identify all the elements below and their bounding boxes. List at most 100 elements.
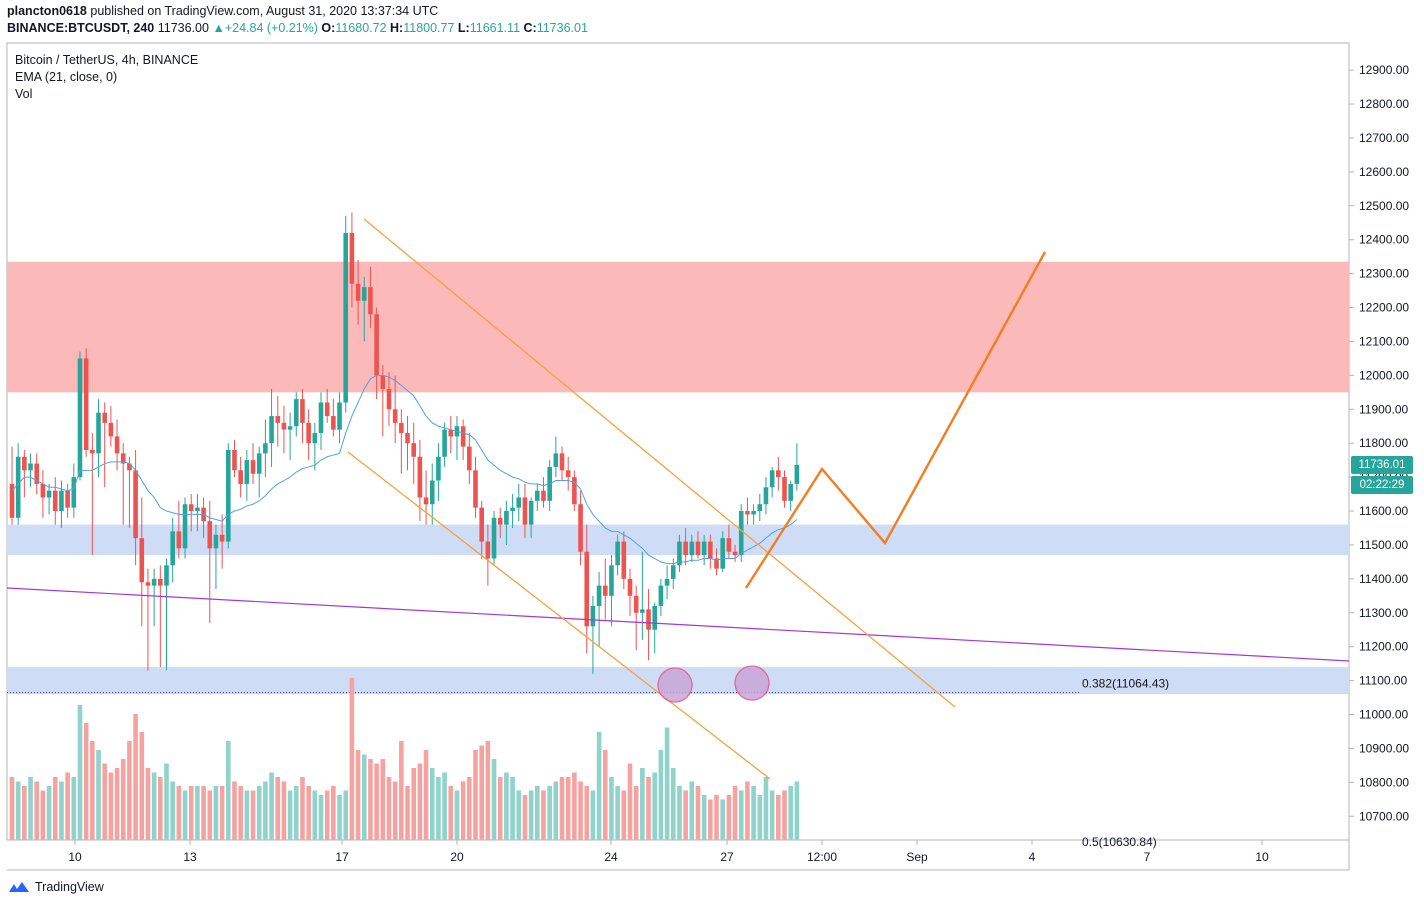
volume-bar — [96, 750, 101, 840]
volume-bar — [9, 777, 15, 840]
candle — [164, 558, 169, 671]
candle — [399, 409, 404, 474]
candle — [300, 388, 305, 444]
candle — [232, 439, 237, 478]
channel-lower-line[interactable] — [347, 451, 771, 780]
volume-bar — [151, 772, 157, 840]
candle — [158, 565, 163, 668]
volume-bar — [553, 781, 559, 840]
volume-bar — [794, 781, 800, 840]
volume-bar — [207, 790, 213, 840]
legend-ema[interactable]: EMA (21, close, 0) — [15, 70, 118, 84]
price-tick-label: 10900.00 — [1359, 741, 1409, 755]
low-value: 11661.11 — [469, 21, 521, 35]
volume-bar — [164, 763, 169, 840]
legend-title[interactable]: Bitcoin / TetherUS, 4h, BINANCE — [15, 53, 199, 67]
price-axis[interactable]: 12900.00 12800.00 12700.00 12600.00 12500.00… — [1349, 63, 1409, 823]
volume-bar — [15, 781, 21, 840]
close-value: 11736.01 — [536, 21, 588, 35]
author-name[interactable]: plancton0618 — [7, 4, 87, 18]
time-tick-label: 7 — [1144, 850, 1151, 864]
volume-bar — [77, 705, 83, 840]
time-tick-label: 27 — [720, 850, 734, 864]
brand-name: TradingView — [35, 880, 104, 894]
volume-bar — [701, 795, 707, 840]
price-tick-label: 12000.00 — [1359, 368, 1409, 382]
fib-382-label: 0.382(11064.43) — [1082, 677, 1169, 691]
volume-bar — [602, 750, 608, 840]
volume-bar — [34, 781, 40, 840]
volume-bar — [429, 768, 435, 840]
candle — [541, 477, 546, 508]
volume-bar — [71, 777, 77, 840]
volume-bar — [293, 786, 299, 840]
legend-vol[interactable]: Vol — [15, 87, 33, 101]
resistance-zone[interactable] — [7, 261, 1349, 393]
candle — [473, 456, 478, 518]
volume-bar — [658, 750, 664, 840]
symbol-header: BINANCE:BTCUSDT, 240 11736.00 ▲+24.84 (+… — [7, 21, 588, 35]
volume-bar — [485, 741, 491, 840]
candle — [213, 524, 219, 590]
candle — [516, 483, 522, 522]
volume-bar — [201, 786, 206, 840]
candle — [788, 480, 793, 512]
volume-bar — [349, 678, 355, 840]
candle — [640, 551, 645, 640]
high-label: H: — [390, 21, 404, 35]
time-tick-label: 17 — [335, 850, 349, 864]
volume-bar — [256, 786, 262, 840]
candle — [448, 416, 454, 454]
candle — [714, 548, 719, 576]
candle — [40, 470, 46, 518]
candle — [324, 388, 330, 423]
volume-bar — [281, 781, 287, 840]
volume-bar — [640, 768, 645, 840]
candle — [658, 578, 664, 617]
time-tick-label: 12:00 — [807, 850, 837, 864]
volume-bar — [145, 768, 151, 840]
low-circle-2[interactable] — [734, 665, 770, 701]
price-tick-label: 10800.00 — [1359, 775, 1409, 789]
volume-bar — [380, 759, 386, 840]
volume-bar — [312, 790, 318, 840]
volume-bar — [226, 741, 231, 840]
candle — [145, 568, 151, 671]
volume-bar — [590, 790, 596, 840]
volume-bar — [213, 786, 219, 840]
price-tick-label: 12500.00 — [1359, 199, 1409, 213]
candle — [59, 480, 64, 528]
volume-bar — [541, 790, 546, 840]
volume-bar — [195, 786, 200, 840]
candle — [565, 456, 571, 491]
candle — [263, 419, 268, 478]
low-circle-1[interactable] — [657, 667, 693, 703]
candle — [256, 446, 262, 498]
projection-path[interactable] — [744, 251, 1047, 589]
candle — [318, 392, 324, 450]
close-label: C: — [523, 21, 537, 35]
candle — [794, 443, 800, 491]
candle — [504, 500, 509, 545]
ema-line[interactable] — [11, 374, 798, 565]
volume-bar — [40, 790, 46, 840]
volume-bar — [467, 777, 472, 840]
candle — [182, 497, 188, 559]
up-arrow-icon: ▲ — [212, 21, 225, 35]
channel-upper-line[interactable] — [363, 218, 956, 708]
time-axis[interactable]: 10 13 17 20 24 27 12:00 Sep 4 7 10 — [68, 840, 1269, 864]
candle — [423, 470, 429, 525]
volume-bar — [318, 795, 324, 840]
volume-bar — [52, 777, 58, 840]
footer-brand[interactable]: TradingView — [7, 880, 104, 894]
candle — [745, 497, 750, 525]
volume-bar — [516, 790, 522, 840]
candle — [77, 351, 83, 481]
volume-bar — [683, 790, 688, 840]
volume-bar — [677, 786, 682, 840]
candle — [151, 568, 157, 627]
low-label: L: — [457, 21, 470, 35]
candle — [677, 534, 682, 573]
trendline-purple[interactable] — [6, 587, 1350, 662]
